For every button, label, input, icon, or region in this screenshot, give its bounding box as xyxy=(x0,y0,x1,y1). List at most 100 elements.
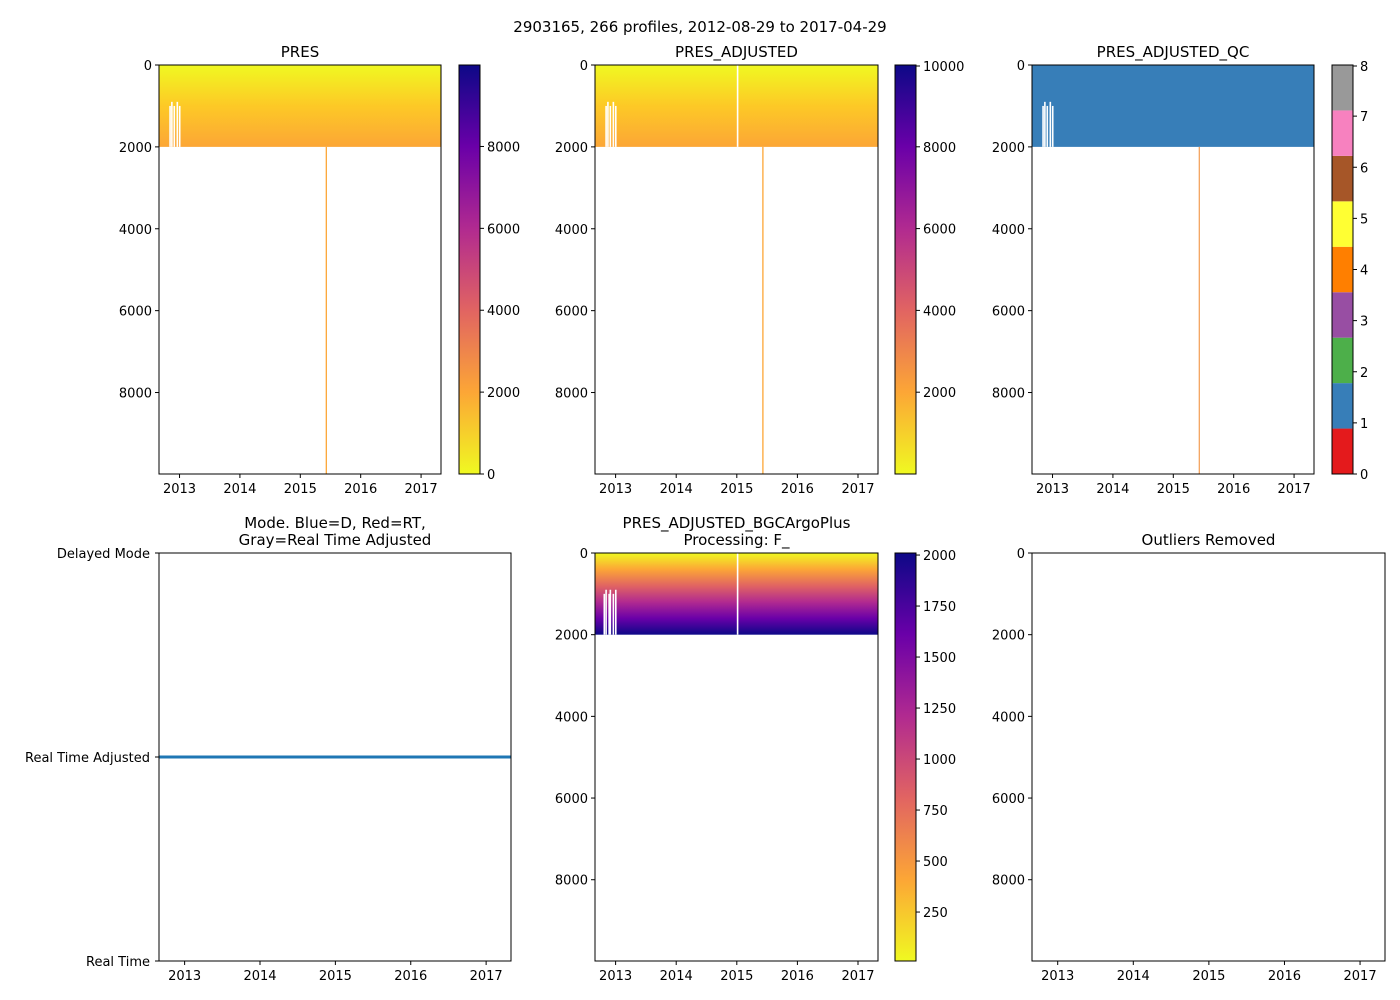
y-tick-label: 6000 xyxy=(119,305,152,320)
panel-title: Outliers Removed xyxy=(1142,531,1276,549)
y-tick-label: 8000 xyxy=(992,874,1025,889)
colorbar-tick-label: 250 xyxy=(923,906,948,921)
x-tick-label: 2014 xyxy=(223,482,256,497)
panel-title: PRES xyxy=(281,43,319,61)
colorbar-segment xyxy=(1332,383,1353,429)
data-field xyxy=(595,65,878,147)
x-tick-label: 2015 xyxy=(720,482,753,497)
missing-data-gap xyxy=(608,593,610,635)
y-tick-label: 4000 xyxy=(555,223,588,238)
colorbar-tick-label: 4000 xyxy=(487,304,520,319)
x-tick-label: 2015 xyxy=(284,482,317,497)
y-tick-label: 8000 xyxy=(119,387,152,402)
y-tick-label: 4000 xyxy=(119,223,152,238)
x-tick-label: 2013 xyxy=(163,482,196,497)
y-tick-label: Real Time Adjusted xyxy=(25,751,150,766)
panel-title: PRES_ADJUSTED xyxy=(675,43,798,62)
x-tick-label: 2014 xyxy=(243,969,276,984)
colorbar-frame xyxy=(894,552,917,962)
missing-data-gap xyxy=(609,589,612,635)
x-tick-label: 2016 xyxy=(1217,482,1250,497)
x-tick-label: 2017 xyxy=(841,969,874,984)
data-field xyxy=(1032,65,1314,147)
panel-pres-adjusted: PRES_ADJUSTED 2013 2014 2015 2016 2017 0 2000 40… xyxy=(555,43,964,497)
colorbar-tick-label: 1250 xyxy=(923,702,956,717)
panel-pres: PRES 2013 2014 2015 2016 2017 0 2000 4000 6000 800… xyxy=(119,43,520,497)
x-tick-label: 2017 xyxy=(1278,482,1311,497)
x-tick-label: 2013 xyxy=(1036,482,1069,497)
missing-data-gap xyxy=(178,105,181,147)
panel-title: Gray=Real Time Adjusted xyxy=(239,531,432,549)
x-tick-label: 2017 xyxy=(841,482,874,497)
colorbar-tick-label: 8000 xyxy=(487,140,520,155)
x-tick-label: 2014 xyxy=(1117,969,1150,984)
y-tick-label: 2000 xyxy=(119,141,152,156)
missing-data-gap xyxy=(1049,101,1052,147)
colorbar-frame xyxy=(458,64,481,475)
panel-title: Mode. Blue=D, Red=RT, xyxy=(244,514,426,532)
colorbar-tick-label: 1000 xyxy=(923,753,956,768)
colorbar-tick-label: 6000 xyxy=(923,223,956,238)
y-tick-label: 2000 xyxy=(992,141,1025,156)
colorbar-gradient xyxy=(895,65,916,474)
y-tick-label: 6000 xyxy=(555,792,588,807)
colorbar-segment xyxy=(1332,110,1353,156)
x-tick-label: 2013 xyxy=(1041,969,1074,984)
data-field xyxy=(159,65,441,147)
colorbar-tick-label: 8 xyxy=(1360,60,1368,75)
colorbar-tick-label: 4 xyxy=(1360,264,1368,279)
x-tick-label: 2017 xyxy=(1344,969,1377,984)
y-tick-label: 4000 xyxy=(992,223,1025,238)
missing-data-gap xyxy=(603,593,606,635)
colorbar-tick-label: 10000 xyxy=(923,60,964,75)
colorbar-tick-label: 500 xyxy=(923,855,948,870)
panel-title: PRES_ADJUSTED_BGCArgoPlus xyxy=(623,514,851,533)
y-tick-label: 4000 xyxy=(992,710,1025,725)
missing-data-gap xyxy=(171,101,173,147)
colorbar-tick-label: 3 xyxy=(1360,315,1368,330)
colorbar-tick-label: 5 xyxy=(1360,212,1368,227)
y-tick-label: 6000 xyxy=(992,305,1025,320)
colorbar-tick-label: 2 xyxy=(1360,366,1368,381)
x-tick-label: 2015 xyxy=(319,969,352,984)
colorbar-frame xyxy=(894,64,917,475)
colorbar-tick-label: 2000 xyxy=(923,386,956,401)
colorbar-tick-label: 6000 xyxy=(487,222,520,237)
data-field xyxy=(595,553,878,635)
colorbar-segment xyxy=(1332,428,1353,474)
colorbar-segment xyxy=(1332,155,1353,202)
colorbar-tick-label: 0 xyxy=(1360,468,1368,483)
y-tick-label: 2000 xyxy=(555,141,588,156)
colorbar-segment xyxy=(1332,292,1353,338)
x-tick-label: 2017 xyxy=(470,969,503,984)
x-tick-label: 2016 xyxy=(781,482,814,497)
missing-profile xyxy=(736,553,739,635)
axes-frame xyxy=(1031,552,1386,962)
y-tick-label: 6000 xyxy=(555,305,588,320)
colorbar-tick-label: 7 xyxy=(1360,110,1368,125)
x-tick-label: 2013 xyxy=(599,482,632,497)
missing-data-gap xyxy=(1046,105,1049,147)
missing-data-gap xyxy=(612,101,615,147)
colorbar-segment xyxy=(1332,201,1353,247)
colorbar-tick-label: 0 xyxy=(487,468,495,483)
y-tick-label: 8000 xyxy=(555,874,588,889)
panel-mode: Mode. Blue=D, Red=RT,Gray=Real Time Adju… xyxy=(25,514,512,984)
x-tick-label: 2013 xyxy=(599,969,632,984)
colorbar-tick-label: 2000 xyxy=(487,386,520,401)
missing-data-gap xyxy=(612,593,615,635)
y-tick-label: Real Time xyxy=(86,955,150,970)
missing-data-gap xyxy=(605,589,607,635)
x-tick-label: 2015 xyxy=(1192,969,1225,984)
missing-data-gap xyxy=(614,589,617,635)
y-tick-label: 0 xyxy=(1017,547,1025,562)
y-tick-label: 2000 xyxy=(992,629,1025,644)
colorbar-tick-label: 1750 xyxy=(923,600,956,615)
x-tick-label: 2013 xyxy=(168,969,201,984)
missing-data-gap xyxy=(614,105,617,147)
y-tick-label: 6000 xyxy=(992,792,1025,807)
suptitle: 2903165, 266 profiles, 2012-08-29 to 201… xyxy=(513,18,886,36)
x-tick-label: 2014 xyxy=(660,969,693,984)
